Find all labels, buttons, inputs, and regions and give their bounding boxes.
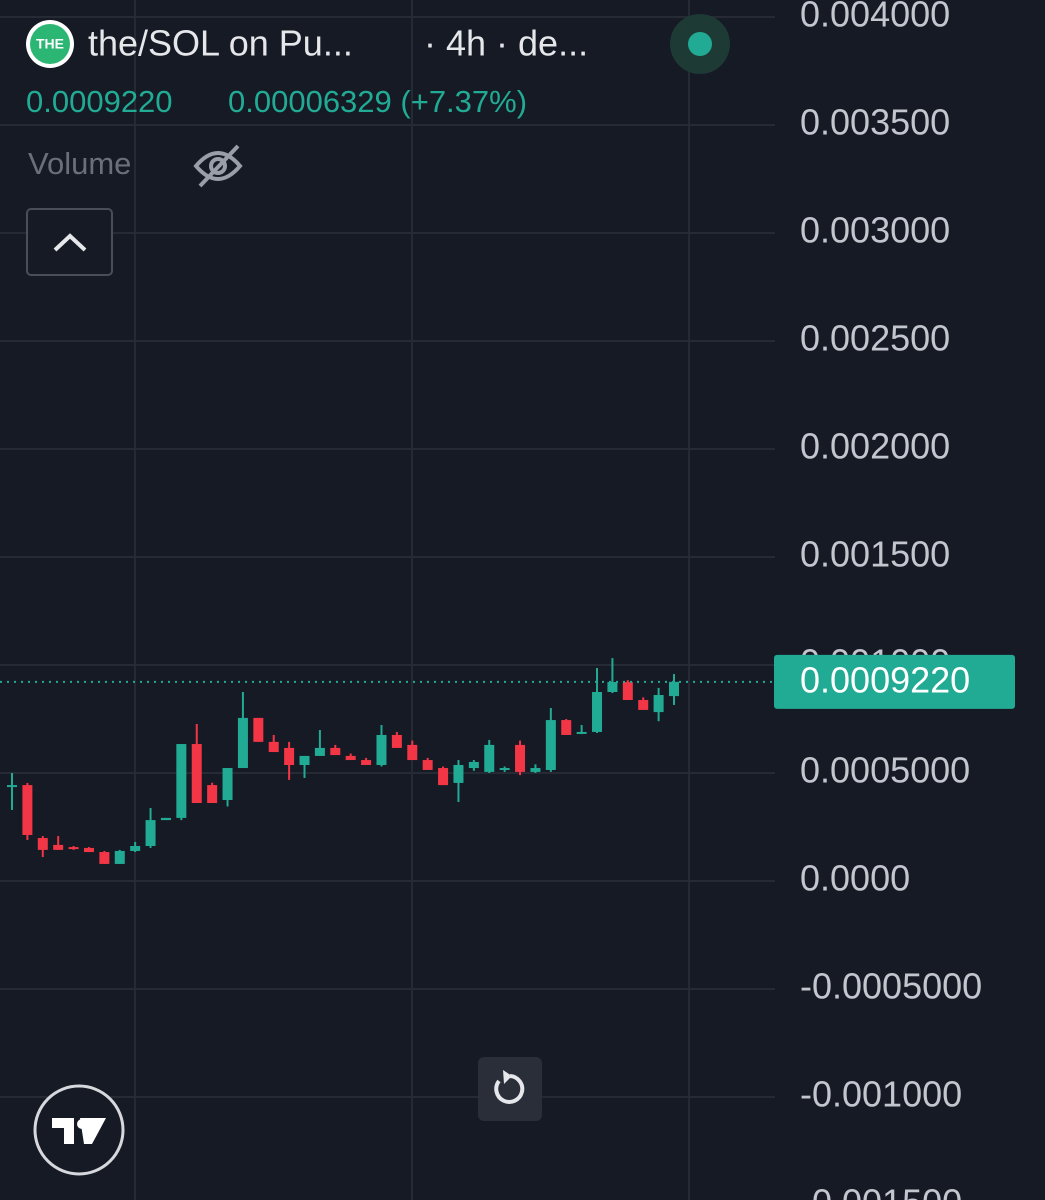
- candle-body: [345, 755, 356, 761]
- candle-body: [468, 761, 479, 769]
- candle-body: [330, 747, 341, 756]
- candle-body: [545, 720, 556, 770]
- price-change: 0.00006329 (+7.37%): [228, 84, 527, 119]
- candle-body: [53, 844, 64, 850]
- candle-body: [592, 691, 603, 732]
- candle-body: [622, 682, 633, 700]
- candle-body: [222, 768, 233, 800]
- volume-label: Volume: [28, 146, 131, 181]
- candle-body: [576, 731, 587, 734]
- y-tick-label: 0.003000: [800, 210, 950, 251]
- y-tick-label: 0.002500: [800, 318, 950, 359]
- collapse-button[interactable]: [26, 208, 113, 276]
- candle-body: [607, 682, 618, 692]
- candle-body: [669, 681, 679, 697]
- candle-body: [561, 720, 572, 735]
- candle-body: [499, 768, 510, 771]
- overlay: THE the/SOL on Pu... · 4h · de... 0.0009…: [26, 14, 730, 1176]
- candle-body: [314, 747, 325, 756]
- y-tick-label: -0.001500: [800, 1182, 962, 1200]
- candle-body: [160, 817, 171, 821]
- logo: [30, 24, 70, 64]
- candle-body: [299, 755, 310, 766]
- candle-body: [453, 765, 464, 783]
- y-tick-label: 0.002000: [800, 426, 950, 467]
- candle-body: [114, 850, 125, 864]
- candle-body: [438, 768, 449, 786]
- candle-body: [391, 734, 402, 748]
- candle-body: [638, 699, 649, 710]
- candle-body: [653, 695, 664, 713]
- y-tick-label: 0.004000: [800, 0, 950, 35]
- logo-text: THE: [36, 36, 64, 52]
- candle-body: [268, 741, 279, 753]
- candle-body: [130, 846, 141, 851]
- interval: · 4h · de...: [424, 23, 588, 64]
- candle-body: [361, 760, 372, 766]
- price-label: 0.0009220: [800, 659, 970, 700]
- candle-body: [376, 734, 387, 766]
- y-tick-label: -0.0005000: [800, 966, 982, 1007]
- candle-body: [515, 744, 526, 772]
- y-tick-label: 0.0000: [800, 858, 910, 899]
- horizontal-grid: [0, 15, 775, 1098]
- candles: [0, 658, 775, 864]
- candle-body: [484, 744, 495, 772]
- candle-body: [284, 747, 295, 766]
- vertical-grid: [134, 0, 690, 1200]
- candle-body: [37, 838, 48, 850]
- reset-button[interactable]: [478, 1057, 542, 1121]
- y-tick-label: 0.0005000: [800, 750, 970, 791]
- candle-body: [22, 785, 33, 835]
- candle-body: [145, 820, 156, 847]
- candle-body: [422, 760, 433, 770]
- candle-body: [253, 717, 264, 742]
- y-tick-label: -0.001000: [800, 1074, 962, 1115]
- candle-body: [99, 852, 110, 864]
- tradingview-logo[interactable]: [33, 1084, 125, 1176]
- price-label-box: [774, 654, 1015, 709]
- candle-body: [68, 847, 79, 850]
- candle-body: [176, 744, 187, 818]
- candle-body: [237, 717, 248, 769]
- last-price: 0.0009220: [26, 84, 173, 119]
- candle-body: [530, 768, 541, 772]
- symbol-title: the/SOL on Pu...: [88, 23, 353, 64]
- status-dot: [688, 32, 712, 56]
- hide-volume-button[interactable]: [193, 144, 243, 188]
- price-axis: 0.004000 0.003500 0.003000 0.002500 0.002000…: [774, 0, 1015, 1200]
- candle-body: [7, 785, 17, 788]
- y-tick-label: 0.003500: [800, 102, 950, 143]
- candle-body: [191, 744, 202, 804]
- candle-body: [207, 785, 218, 804]
- candle-body: [407, 744, 418, 761]
- candle-body: [83, 847, 94, 853]
- y-tick-label: 0.001500: [800, 534, 950, 575]
